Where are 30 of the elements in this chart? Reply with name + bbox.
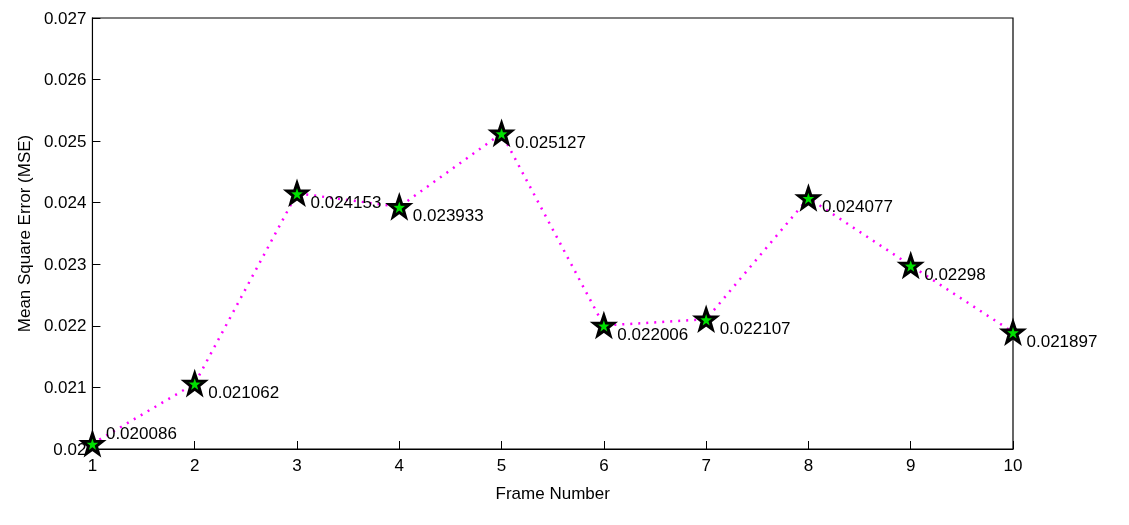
data-label: 0.025127 xyxy=(515,132,586,152)
y-tick-label: 0.022 xyxy=(43,316,87,336)
data-label: 0.021062 xyxy=(208,383,280,403)
x-tick-label: 8 xyxy=(803,456,814,475)
data-label: 0.021897 xyxy=(1026,331,1098,351)
x-tick-label: 1 xyxy=(87,456,98,475)
y-tick-label: 0.024 xyxy=(43,193,87,213)
data-label: 0.02298 xyxy=(924,265,986,285)
y-tick-label: 0.025 xyxy=(43,131,87,151)
y-tick-label: 0.02 xyxy=(53,439,87,459)
y-axis-title: Mean Square Error (MSE) xyxy=(15,134,34,333)
y-tick-label: 0.027 xyxy=(43,8,87,28)
x-tick-label: 4 xyxy=(394,456,405,475)
data-label: 0.022006 xyxy=(617,324,689,344)
data-label: 0.024077 xyxy=(821,197,893,217)
x-tick-label: 3 xyxy=(292,456,302,475)
x-tick-label: 9 xyxy=(905,456,916,475)
data-label: 0.022107 xyxy=(719,318,791,338)
data-label: 0.023933 xyxy=(412,206,484,226)
y-tick-label: 0.026 xyxy=(43,70,87,90)
x-tick-label: 5 xyxy=(496,456,507,475)
y-tick-label: 0.021 xyxy=(43,377,87,397)
data-label: 0.020086 xyxy=(105,424,177,444)
x-axis-title: Frame Number xyxy=(495,484,611,503)
x-tick-label: 10 xyxy=(1003,456,1023,475)
x-tick-label: 7 xyxy=(701,456,711,475)
data-label: 0.024153 xyxy=(310,192,382,212)
x-tick-label: 6 xyxy=(599,456,609,475)
y-tick-label: 0.023 xyxy=(43,254,87,274)
x-tick-label: 2 xyxy=(189,456,200,475)
